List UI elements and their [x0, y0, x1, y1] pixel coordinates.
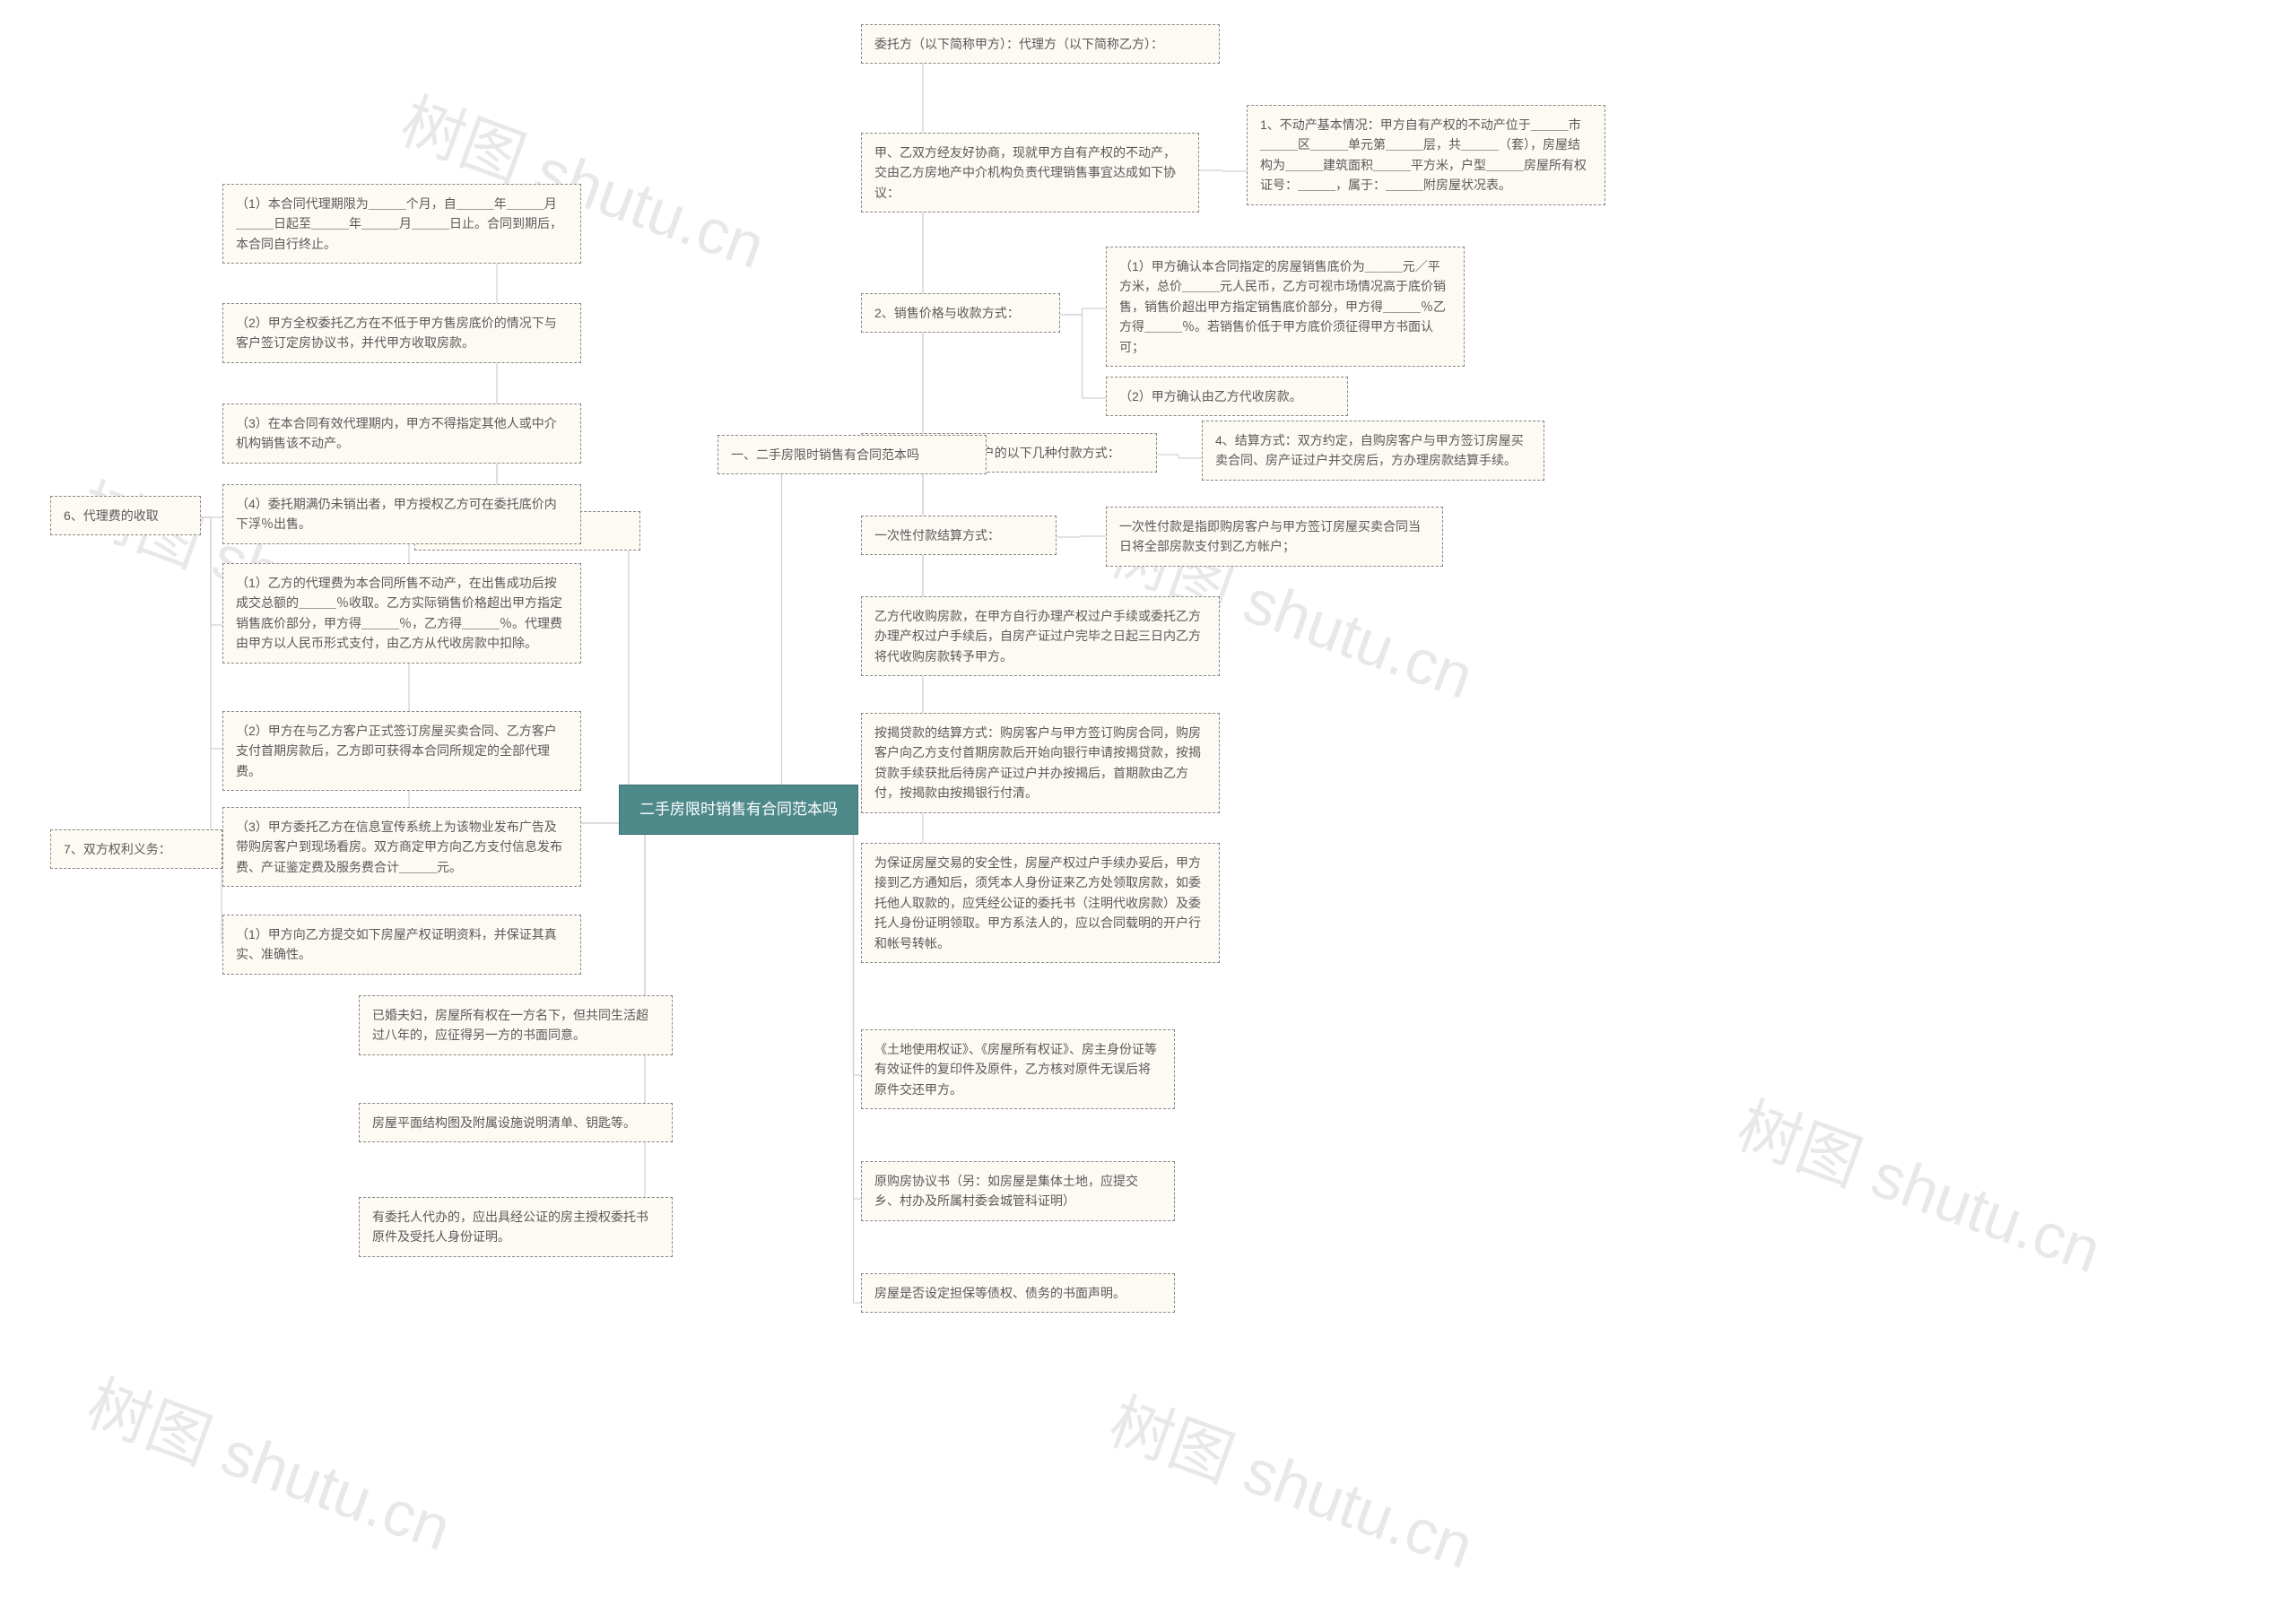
mindmap-node: （1）甲方确认本合同指定的房屋销售底价为＿＿＿元／平方米，总价＿＿＿元人民币，乙… [1106, 247, 1465, 367]
watermark: 树图 shutu.cn [76, 1354, 465, 1569]
mindmap-node: 乙方代收购房款，在甲方自行办理产权过户手续或委托乙方办理产权过户手续后，自房产证… [861, 596, 1220, 676]
mindmap-node: 一次性付款是指即购房客户与甲方签订房屋买卖合同当日将全部房款支付到乙方帐户； [1106, 507, 1443, 567]
mindmap-node: （2）甲方在与乙方客户正式签订房屋买卖合同、乙方客户支付首期房款后，乙方即可获得… [222, 711, 581, 791]
mindmap-node: 一、二手房限时销售有合同范本吗 [718, 435, 987, 474]
watermark: 树图 shutu.cn [1726, 1076, 2115, 1291]
mindmap-node: 一次性付款结算方式： [861, 516, 1057, 555]
mindmap-node: 《土地使用权证》、《房屋所有权证》、房主身份证等有效证件的复印件及原件，乙方核对… [861, 1029, 1175, 1109]
mindmap-node: 2、销售价格与收款方式： [861, 293, 1060, 333]
mindmap-canvas: 二手房限时销售有合同范本吗 树图 shutu.cn 树图 shutu.cn 树图… [0, 0, 2296, 1605]
mindmap-node: 原购房协议书（另：如房屋是集体土地，应提交乡、村办及所属村委会城管科证明） [861, 1161, 1175, 1221]
mindmap-node: （2）甲方全权委托乙方在不低于甲方售房底价的情况下与客户签订定房协议书，并代甲方… [222, 303, 581, 363]
mindmap-node: 委托方（以下简称甲方）：代理方（以下简称乙方）： [861, 24, 1220, 64]
mindmap-node: （1）乙方的代理费为本合同所售不动产，在出售成功后按成交总额的＿＿＿％收取。乙方… [222, 563, 581, 664]
mindmap-node: （4）委托期满仍未销出者，甲方授权乙方可在委托底价内下浮％出售。 [222, 484, 581, 544]
mindmap-node: 1、不动产基本情况：甲方自有产权的不动产位于＿＿＿市＿＿＿区＿＿＿单元第＿＿＿层… [1247, 105, 1605, 205]
mindmap-node: （1）甲方向乙方提交如下房屋产权证明资料，并保证其真实、准确性。 [222, 915, 581, 975]
mindmap-node: （2）甲方确认由乙方代收房款。 [1106, 377, 1348, 416]
mindmap-node: 房屋是否设定担保等债权、债务的书面声明。 [861, 1273, 1175, 1313]
mindmap-node: 为保证房屋交易的安全性，房屋产权过户手续办妥后，甲方接到乙方通知后，须凭本人身份… [861, 843, 1220, 963]
mindmap-node: 有委托人代办的，应出具经公证的房主授权委托书原件及受托人身份证明。 [359, 1197, 673, 1257]
mindmap-node: 7、双方权利义务： [50, 829, 222, 869]
mindmap-node: （1）本合同代理期限为＿＿＿个月，自＿＿＿年＿＿＿月＿＿＿日起至＿＿＿年＿＿＿月… [222, 184, 581, 264]
mindmap-node: 按揭贷款的结算方式：购房客户与甲方签订购房合同，购房客户向乙方支付首期房款后开始… [861, 713, 1220, 813]
mindmap-node: （3）甲方委托乙方在信息宣传系统上为该物业发布广告及带购房客户到现场看房。双方商… [222, 807, 581, 887]
mindmap-node: 已婚夫妇，房屋所有权在一方名下，但共同生活超过八年的，应征得另一方的书面同意。 [359, 995, 673, 1055]
center-node: 二手房限时销售有合同范本吗 [619, 785, 858, 835]
mindmap-node: （3）在本合同有效代理期内，甲方不得指定其他人或中介机构销售该不动产。 [222, 403, 581, 464]
mindmap-node: 甲、乙双方经友好协商，现就甲方自有产权的不动产，交由乙方房地产中介机构负责代理销… [861, 133, 1199, 213]
watermark: 树图 shutu.cn [1099, 1372, 1487, 1587]
mindmap-node: 房屋平面结构图及附属设施说明清单、钥匙等。 [359, 1103, 673, 1142]
mindmap-node: 4、结算方式：双方约定，自购房客户与甲方签订房屋买卖合同、房产证过户并交房后，方… [1202, 421, 1544, 481]
mindmap-node: 6、代理费的收取 [50, 496, 201, 535]
